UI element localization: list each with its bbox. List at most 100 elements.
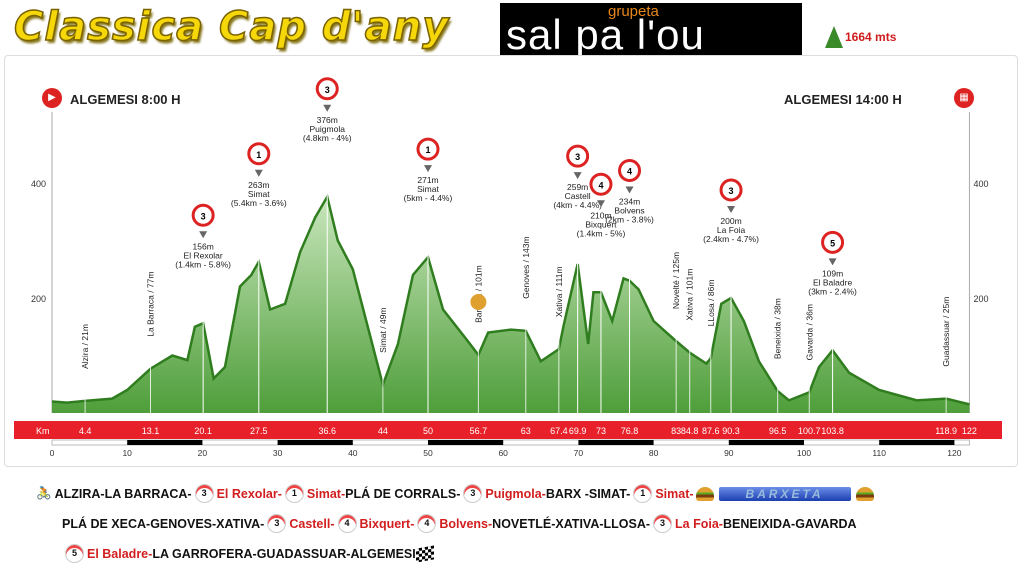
x-tick-label: 80 — [649, 448, 659, 458]
km-point-label: 67.4 — [550, 426, 568, 436]
x-tick-label: 10 — [122, 448, 132, 458]
start-icon: ▶ — [42, 88, 62, 108]
km-point-label: 50 — [423, 426, 433, 436]
town-label: La Barraca / 77m — [146, 272, 156, 337]
km-point-label: 56.7 — [470, 426, 488, 436]
climb-category-badge: 5 — [65, 544, 84, 563]
climb-category: 1 — [256, 150, 261, 160]
km-point-label: 69.9 — [569, 426, 587, 436]
climb-info: (1.4km - 5%) — [577, 228, 626, 238]
x-tick-label: 40 — [348, 448, 358, 458]
climb-pointer-icon — [573, 172, 582, 180]
km-point-label: 13.1 — [142, 426, 160, 436]
km-band — [14, 421, 1002, 439]
climb-info: (5.4km - 3.6%) — [231, 198, 287, 208]
route-segment: BARX -SIMAT- — [545, 486, 631, 501]
km-scale-bar — [51, 439, 970, 446]
climb-category-badge: 3 — [267, 514, 287, 533]
km-point-label: 90.3 — [722, 426, 740, 436]
climb-alt: 210m — [590, 210, 611, 220]
x-tick-label: 90 — [724, 448, 734, 458]
climb-category-icon — [821, 230, 845, 254]
route-segment: Simat- — [306, 486, 346, 501]
route-segment: NOVETLÉ-XATIVA-LLOSA- — [492, 516, 651, 531]
km-point-label: 76.8 — [621, 426, 639, 436]
climb-name: El Rexolar — [184, 250, 223, 260]
climb-info: (2.4km - 4.7%) — [703, 234, 759, 244]
km-point-label: 36.6 — [318, 426, 336, 436]
route-line-1: 🚴 ALZIRA-LA BARRACA- 3 El Rexolar- 1 Simat- PL… — [36, 484, 876, 503]
climb-info: (3km - 2.4%) — [808, 286, 857, 296]
km-point-label: 96.5 — [769, 426, 787, 436]
mountain-icon — [825, 26, 843, 48]
y-tick-label-left: 400 — [31, 179, 46, 189]
x-tick-label: 0 — [50, 448, 55, 458]
route-segment: BENEIXIDA-GAVARDA — [722, 516, 857, 531]
climb-category-badge: 3 — [653, 514, 673, 533]
climb-pointer-icon — [625, 186, 634, 194]
elevation-line — [51, 193, 970, 406]
km-point-label: 122 — [962, 426, 977, 436]
km-scale-segment — [428, 440, 504, 445]
climb-category-icon — [618, 158, 642, 182]
barxeta-banner: BARXETA — [718, 486, 851, 501]
climb-category-icon — [589, 172, 613, 196]
km-point-label: 118.9 — [935, 426, 957, 436]
climb-category-badge: 3 — [194, 484, 214, 503]
x-tick-label: 50 — [423, 448, 433, 458]
climb-pointer-icon — [323, 104, 332, 112]
climb-category: 4 — [598, 180, 603, 190]
climb-info: (4km - 4.4%) — [553, 200, 602, 210]
km-point-label: 100.7 — [798, 426, 821, 436]
climb-category-icon — [315, 77, 339, 101]
route-segment: Bolvens- — [439, 516, 493, 531]
climb-alt: 234m — [619, 196, 640, 206]
y-tick-label-right: 400 — [973, 179, 988, 189]
route-segment: Bixquert- — [359, 516, 415, 531]
finish-label: ALGEMESI 14:00 H — [784, 92, 902, 107]
climb-name: Puigmola — [310, 124, 346, 134]
route-segment: La Foia- — [675, 516, 723, 531]
climb-category-icon — [719, 178, 743, 202]
km-point-label: 63 — [521, 426, 531, 436]
climb-pointer-icon — [424, 165, 432, 173]
start-label: ALGEMESI 8:00 H — [70, 92, 181, 107]
climb-name: Castell — [565, 191, 591, 201]
climb-pointer-icon — [828, 258, 837, 266]
route-segment: Simat- — [655, 486, 694, 501]
km-band-label: Km — [36, 426, 50, 436]
km-scale-segment — [578, 440, 654, 445]
climb-category-badge: 1 — [633, 484, 653, 503]
x-tick-label: 110 — [872, 448, 886, 458]
cyclist-icon: 🚴 — [36, 486, 52, 500]
climb-category: 5 — [830, 238, 835, 248]
climb-pointer-icon — [199, 231, 208, 239]
route-line-2: PLÁ DE XECA-GENOVES-XATIVA- 3 Castell- 4 Bix… — [62, 514, 857, 533]
climb-alt: 376m — [317, 115, 338, 125]
km-point-label: 83 — [671, 426, 681, 436]
burger-icon — [695, 486, 714, 501]
km-scale-segment — [277, 440, 353, 445]
km-scale-segment — [879, 440, 955, 445]
climb-category: 4 — [627, 166, 632, 176]
logo-big-text: sal pa l'ou — [506, 11, 705, 58]
climb-info: (4.8km - 4%) — [303, 133, 352, 143]
climb-category: 1 — [425, 145, 430, 155]
y-tick-label-left: 200 — [31, 294, 46, 304]
total-climb: 1664 mts — [845, 30, 897, 44]
route-segment: Puigmola- — [485, 486, 546, 501]
climb-info: (2km - 3.8%) — [605, 214, 654, 224]
town-label: Novelté / 125m — [671, 252, 681, 309]
climb-alt: 271m — [417, 175, 438, 185]
climb-name: El Baladre — [813, 277, 852, 287]
town-label: Xativa / 101m — [685, 269, 695, 321]
x-tick-label: 30 — [273, 448, 283, 458]
km-scale-segment — [728, 440, 804, 445]
climb-name: Simat — [248, 189, 270, 199]
profile-frame — [4, 55, 1018, 467]
elevation-area — [52, 196, 970, 413]
route-segment: El Baladre- — [87, 546, 153, 561]
km-point-label: 27.5 — [250, 426, 268, 436]
logo-small-text: grupeta — [608, 3, 659, 20]
